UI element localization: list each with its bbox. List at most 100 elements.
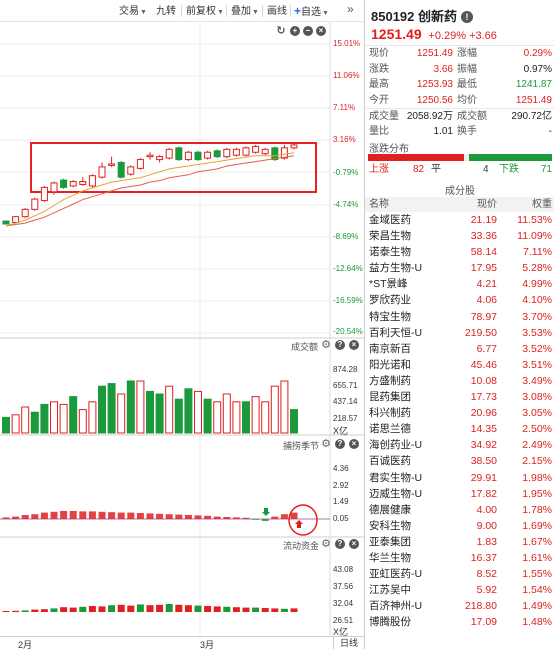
constituent-row[interactable]: 方盛制药 10.08 3.49% bbox=[365, 373, 554, 389]
season-bar bbox=[117, 512, 125, 519]
constituent-price: 78.97 bbox=[470, 310, 497, 323]
constituent-row[interactable]: 迈威生物-U 17.82 1.95% bbox=[365, 486, 554, 502]
gear-icon[interactable]: ⚙ bbox=[321, 438, 331, 450]
gear-icon[interactable]: ⚙ bbox=[321, 339, 331, 351]
flow-unit-label: X亿 bbox=[333, 627, 349, 637]
chevron-down-icon: ▼ bbox=[322, 10, 329, 17]
constituent-row[interactable]: 昆药集团 17.73 3.08% bbox=[365, 389, 554, 405]
chart-grid bbox=[0, 22, 364, 636]
flow-bar bbox=[98, 606, 106, 612]
constituent-row[interactable]: 江苏吴中 5.92 1.54% bbox=[365, 582, 554, 598]
help-icon[interactable]: ? bbox=[335, 539, 345, 549]
constituent-row[interactable]: 荣昌生物 33.36 11.09% bbox=[365, 228, 554, 244]
help-icon[interactable]: ? bbox=[335, 340, 345, 350]
col-name-header[interactable]: 名称 bbox=[369, 199, 389, 210]
col-weight-header[interactable]: 权重 bbox=[532, 199, 552, 210]
constituent-weight: 3.49% bbox=[522, 374, 552, 387]
constituent-weight: 1.48% bbox=[522, 616, 552, 629]
close-icon[interactable]: × bbox=[349, 539, 359, 549]
date-label: 2月 bbox=[18, 640, 33, 649]
change-abs: +3.66 bbox=[469, 30, 497, 42]
flow-bar bbox=[31, 609, 39, 612]
constituent-row[interactable]: 德展健康 4.00 1.78% bbox=[365, 502, 554, 518]
constituent-name: 德展健康 bbox=[369, 503, 411, 516]
overlay-menu[interactable]: 叠加▼ bbox=[231, 4, 259, 19]
zoom-in-icon[interactable]: + bbox=[290, 26, 300, 36]
flow-bar bbox=[156, 604, 164, 612]
period-button[interactable]: 日线 bbox=[333, 637, 364, 649]
constituent-row[interactable]: 科兴制药 20.96 3.05% bbox=[365, 405, 554, 421]
constituent-row[interactable]: 金域医药 21.19 11.53% bbox=[365, 212, 554, 228]
constituent-weight: 4.99% bbox=[522, 278, 552, 291]
constituent-row[interactable]: 亚泰集团 1.83 1.67% bbox=[365, 534, 554, 550]
adjust-menu[interactable]: 前复权▼ bbox=[186, 4, 224, 19]
constituent-row[interactable]: 诺泰生物 58.14 7.11% bbox=[365, 244, 554, 260]
constituent-row[interactable]: 百济神州-U 218.80 1.49% bbox=[365, 598, 554, 614]
constituent-row[interactable]: 君实生物-U 29.91 1.98% bbox=[365, 470, 554, 486]
constituent-row[interactable]: 海创药业-U 34.92 2.49% bbox=[365, 437, 554, 453]
candle-body bbox=[60, 179, 68, 188]
volume-bar bbox=[50, 401, 58, 434]
trade-menu[interactable]: 交易▼ bbox=[119, 4, 147, 19]
ma-short-line bbox=[5, 152, 295, 227]
constituent-row[interactable]: 亚虹医药-U 8.52 1.55% bbox=[365, 566, 554, 582]
quote-panel: 850192 创新药! 1251.49 +0.29% +3.66 现价 1251.… bbox=[364, 0, 554, 649]
constituent-row[interactable]: 博腾股份 17.09 1.48% bbox=[365, 614, 554, 630]
zoom-out-icon[interactable]: − bbox=[303, 26, 313, 36]
up-label: 上涨 bbox=[369, 164, 389, 175]
close-icon[interactable]: × bbox=[316, 26, 326, 36]
up-count: 82 bbox=[413, 164, 425, 175]
candle-body bbox=[223, 148, 231, 158]
constituent-row[interactable]: 特宝生物 78.97 3.70% bbox=[365, 309, 554, 325]
constituent-row[interactable]: 百诚医药 38.50 2.15% bbox=[365, 453, 554, 469]
constituent-row[interactable]: 益方生物-U 17.95 5.28% bbox=[365, 260, 554, 276]
constituents-header: 名称 现价 权重 bbox=[365, 197, 554, 212]
constituent-row[interactable]: 百利天恒-U 219.50 3.53% bbox=[365, 325, 554, 341]
close-icon[interactable]: × bbox=[349, 439, 359, 449]
season-bar bbox=[242, 517, 250, 519]
gear-icon[interactable]: ⚙ bbox=[321, 538, 331, 550]
kline-chart-area[interactable]: 交易▼ 九转 前复权▼ 叠加▼ 画线 +自选▼ » ↻ + − × 15.01%… bbox=[0, 0, 364, 649]
constituent-row[interactable]: 罗欣药业 4.06 4.10% bbox=[365, 292, 554, 308]
stat-label: 涨跌 bbox=[369, 63, 389, 75]
flow-bar bbox=[223, 606, 231, 612]
constituent-row[interactable]: 南京新百 6.77 3.52% bbox=[365, 341, 554, 357]
flow-bar bbox=[280, 608, 288, 612]
distribution-title: 涨跌分布 bbox=[369, 144, 409, 155]
constituent-price: 17.73 bbox=[470, 391, 497, 404]
jiuzhuan-button[interactable]: 九转 bbox=[156, 6, 176, 17]
plus-icon: + bbox=[294, 4, 302, 18]
draw-line-button[interactable]: 画线 bbox=[267, 6, 287, 17]
candle-body bbox=[2, 220, 10, 225]
chart-canvas[interactable] bbox=[0, 22, 364, 636]
close-icon[interactable]: × bbox=[349, 340, 359, 350]
constituent-weight: 1.98% bbox=[522, 471, 552, 484]
down-portion bbox=[468, 154, 552, 161]
constituent-weight: 2.49% bbox=[522, 439, 552, 452]
candle-body bbox=[50, 182, 58, 193]
stat-label: 涨幅 bbox=[457, 48, 477, 59]
constituent-row[interactable]: *ST景峰 4.21 4.99% bbox=[365, 276, 554, 292]
stat-value: 1241.87 bbox=[515, 79, 552, 90]
volume-bar bbox=[251, 396, 260, 434]
info-icon[interactable]: ! bbox=[461, 11, 474, 23]
constituent-name: 方盛制药 bbox=[369, 374, 411, 387]
flat-label: 平 bbox=[431, 164, 441, 175]
help-icon[interactable]: ? bbox=[335, 439, 345, 449]
col-price-header[interactable]: 现价 bbox=[477, 199, 497, 210]
constituent-row[interactable]: 华兰生物 16.37 1.61% bbox=[365, 550, 554, 566]
constituent-row[interactable]: 安科生物 9.00 1.69% bbox=[365, 518, 554, 534]
volume-bar bbox=[107, 383, 116, 434]
season-bar bbox=[252, 519, 260, 520]
volume-panel-tools: ⚙ ? × bbox=[321, 340, 361, 352]
constituent-row[interactable]: 阳光诺和 45.46 3.51% bbox=[365, 357, 554, 373]
ma-long-line bbox=[5, 155, 295, 227]
price-axis-label: -16.59% bbox=[333, 296, 363, 305]
expand-toolbar-button[interactable]: » bbox=[347, 2, 354, 16]
add-watchlist-button[interactable]: +自选▼ bbox=[294, 4, 329, 19]
constituent-row[interactable]: 诺思兰德 14.35 2.50% bbox=[365, 421, 554, 437]
volume-bar bbox=[184, 388, 193, 434]
refresh-icon[interactable]: ↻ bbox=[276, 25, 286, 37]
signal-up-arrow bbox=[295, 520, 303, 528]
constituent-price: 6.77 bbox=[476, 342, 497, 355]
